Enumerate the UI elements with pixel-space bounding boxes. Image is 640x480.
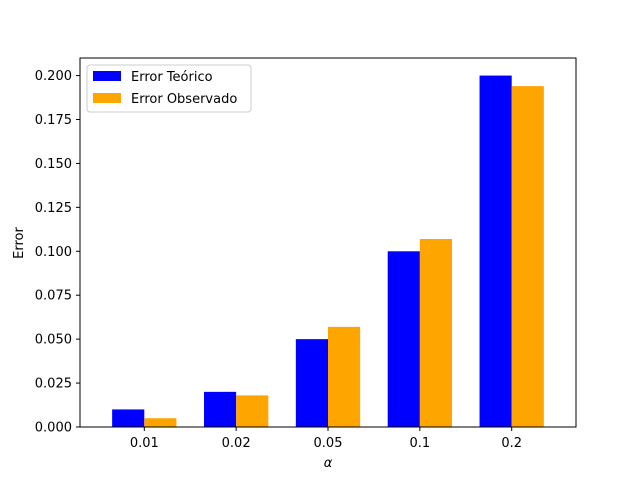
bars-layer [112, 75, 544, 428]
y-tick-label-3: 0.075 [35, 289, 72, 304]
y-tick-label-1: 0.025 [35, 377, 72, 392]
y-tick-label-4: 0.100 [35, 245, 72, 260]
y-tick-label-7: 0.175 [35, 113, 72, 128]
bar-teorico-3 [387, 251, 420, 427]
bar-teorico-0 [112, 409, 145, 427]
legend-label-1: Error Observado [131, 92, 237, 107]
bar-observado-1 [236, 395, 269, 427]
legend: Error Teórico Error Observado [86, 64, 252, 113]
bar-observado-3 [419, 238, 452, 427]
x-tick-label-2: 0.05 [314, 436, 343, 451]
x-axis-label: α [324, 456, 333, 471]
legend-label-0: Error Teórico [131, 70, 213, 85]
x-tick-label-1: 0.02 [222, 436, 251, 451]
legend-frame [86, 64, 252, 113]
x-tick-label-0: 0.01 [130, 436, 159, 451]
y-tick-label-2: 0.050 [35, 333, 72, 348]
y-tick-label-5: 0.125 [35, 201, 72, 216]
y-tick-label-0: 0.000 [35, 421, 72, 436]
bar-observado-2 [328, 326, 361, 427]
bar-teorico-4 [479, 75, 512, 428]
y-tick-label-6: 0.150 [35, 157, 72, 172]
x-tick-label-3: 0.1 [410, 436, 431, 451]
y-axis: 0.000 0.025 0.050 0.075 0.100 0.125 0.150 0.175… [35, 69, 80, 436]
bar-teorico-1 [204, 391, 237, 427]
y-tick-label-8: 0.200 [35, 69, 72, 84]
x-axis: 0.01 0.02 0.05 0.1 0.2 [130, 427, 522, 451]
legend-swatch-1 [93, 93, 121, 103]
y-axis-label: Error [12, 227, 27, 259]
bar-observado-4 [511, 86, 544, 427]
bar-observado-0 [144, 418, 177, 427]
bar-teorico-2 [295, 339, 328, 427]
plot-frame [79, 57, 577, 428]
x-tick-label-4: 0.2 [501, 436, 522, 451]
legend-swatch-0 [93, 71, 121, 81]
